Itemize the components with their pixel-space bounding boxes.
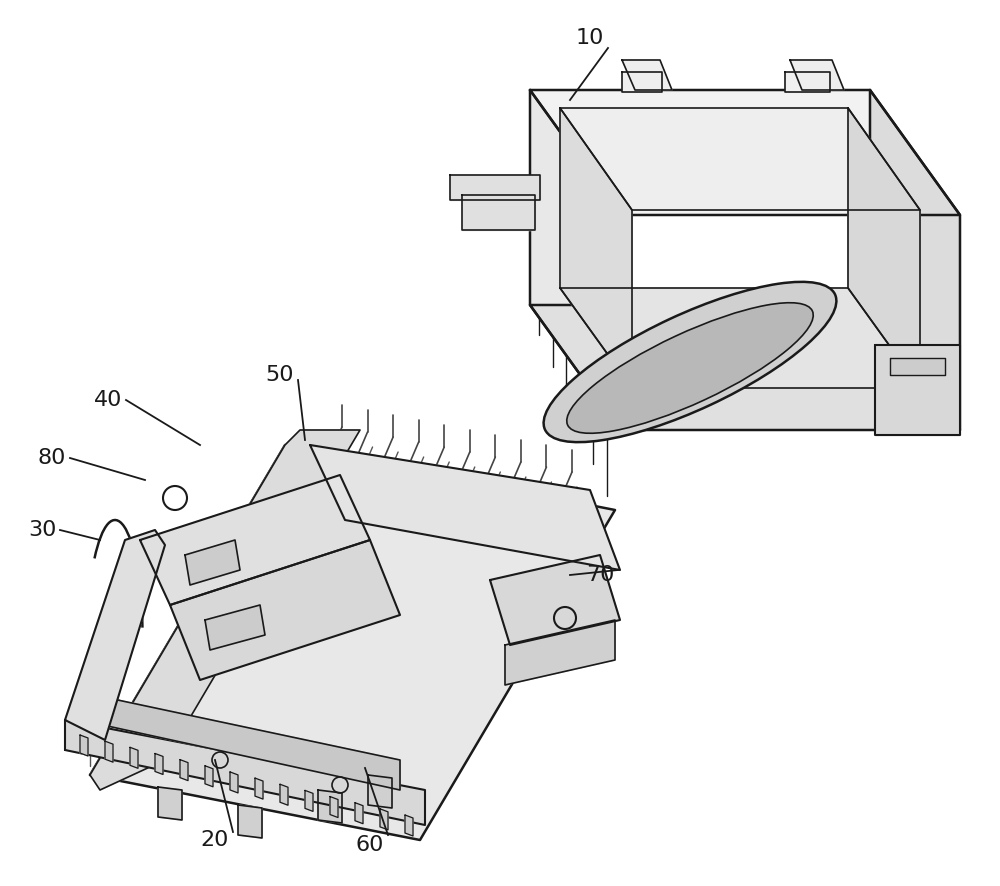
Polygon shape (530, 90, 620, 430)
Polygon shape (305, 790, 313, 812)
Polygon shape (870, 90, 960, 430)
Polygon shape (785, 72, 830, 92)
Polygon shape (170, 540, 400, 680)
Polygon shape (368, 775, 392, 808)
Polygon shape (355, 803, 363, 824)
Polygon shape (790, 60, 844, 90)
Text: 20: 20 (201, 830, 229, 850)
Polygon shape (80, 692, 400, 790)
Text: 10: 10 (576, 28, 604, 48)
Polygon shape (90, 445, 615, 840)
Polygon shape (450, 175, 540, 200)
Polygon shape (530, 305, 960, 430)
Polygon shape (205, 605, 265, 650)
Polygon shape (90, 430, 360, 790)
Polygon shape (238, 805, 262, 838)
Polygon shape (380, 809, 388, 830)
Text: 30: 30 (28, 520, 56, 540)
Ellipse shape (567, 303, 813, 433)
Polygon shape (560, 108, 632, 388)
Polygon shape (890, 358, 945, 375)
Text: 50: 50 (266, 365, 294, 385)
Polygon shape (130, 747, 138, 768)
Polygon shape (155, 753, 163, 774)
Text: 80: 80 (38, 448, 66, 468)
Polygon shape (280, 784, 288, 805)
Polygon shape (105, 742, 113, 762)
Text: 70: 70 (586, 565, 614, 585)
Ellipse shape (544, 282, 836, 442)
Polygon shape (205, 766, 213, 787)
Polygon shape (185, 540, 240, 585)
Polygon shape (65, 720, 425, 825)
Polygon shape (505, 620, 615, 685)
Text: 60: 60 (356, 835, 384, 855)
Polygon shape (405, 815, 413, 836)
Polygon shape (560, 108, 920, 210)
Polygon shape (65, 530, 165, 740)
Polygon shape (530, 90, 960, 215)
Polygon shape (80, 735, 88, 756)
Polygon shape (310, 445, 620, 570)
Polygon shape (330, 797, 338, 818)
Polygon shape (140, 475, 370, 605)
Polygon shape (180, 759, 188, 781)
Polygon shape (622, 72, 662, 92)
Polygon shape (560, 288, 920, 388)
Polygon shape (230, 772, 238, 793)
Polygon shape (255, 778, 263, 799)
Text: 40: 40 (94, 390, 122, 410)
Polygon shape (622, 60, 672, 90)
Polygon shape (875, 345, 960, 435)
Polygon shape (848, 108, 920, 388)
Polygon shape (490, 555, 620, 645)
Polygon shape (462, 195, 535, 230)
Polygon shape (318, 790, 342, 823)
Polygon shape (158, 787, 182, 820)
